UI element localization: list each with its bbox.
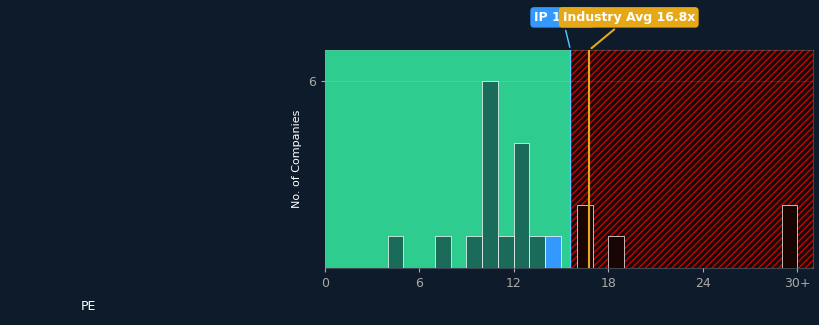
Bar xyxy=(576,205,592,267)
Bar xyxy=(570,50,812,267)
Bar xyxy=(324,50,570,267)
Bar xyxy=(482,81,497,267)
Y-axis label: No. of Companies: No. of Companies xyxy=(292,110,302,208)
Bar xyxy=(387,237,403,267)
Bar xyxy=(514,143,529,267)
Bar xyxy=(608,237,623,267)
Bar xyxy=(497,237,514,267)
Bar xyxy=(545,237,560,267)
Bar xyxy=(466,237,482,267)
Bar xyxy=(781,205,796,267)
Text: IP 15.6x: IP 15.6x xyxy=(533,11,590,47)
Text: Industry Avg 16.8x: Industry Avg 16.8x xyxy=(562,11,694,48)
Bar xyxy=(434,237,450,267)
Bar xyxy=(529,237,545,267)
Text: PE: PE xyxy=(80,300,96,313)
